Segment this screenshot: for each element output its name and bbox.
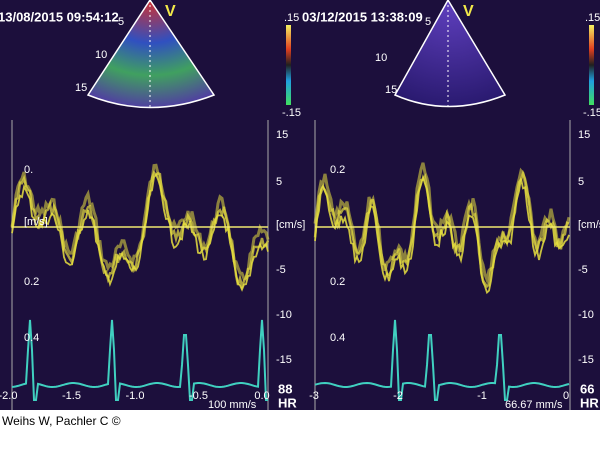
color-bar-label: -.15 bbox=[282, 107, 301, 119]
time-label: -0.5 bbox=[189, 390, 208, 402]
doppler-trace bbox=[10, 170, 270, 291]
depth-label: 10 bbox=[95, 49, 107, 61]
hr-label: HR bbox=[580, 395, 599, 410]
velocity-label: 15 bbox=[578, 129, 590, 141]
view-label: V bbox=[463, 3, 474, 20]
time-label: -2.0 bbox=[0, 390, 17, 402]
timestamp: 13/08/2015 09:54:12 bbox=[0, 9, 119, 24]
velocity-label: 5 bbox=[578, 176, 584, 188]
sweep-speed: 66.67 mm/s bbox=[505, 399, 563, 411]
time-label: -3 bbox=[309, 390, 319, 402]
depth-label: 10 bbox=[375, 52, 387, 64]
velocity-label: -10 bbox=[578, 309, 594, 321]
footer: Weihs W, Pachler C © bbox=[2, 414, 121, 428]
time-label: 0.0 bbox=[254, 390, 269, 402]
velocity-label: [m/s] bbox=[24, 216, 48, 228]
color-bar bbox=[589, 25, 594, 105]
color-bar bbox=[286, 25, 291, 105]
time-label: -1.5 bbox=[62, 390, 81, 402]
time-label: -1.0 bbox=[126, 390, 145, 402]
depth-label: 15 bbox=[385, 84, 397, 96]
depth-label: 5 bbox=[118, 16, 124, 28]
velocity-label: -15 bbox=[276, 354, 292, 366]
ecg-trace bbox=[11, 319, 268, 401]
timestamp: 03/12/2015 13:38:09 bbox=[302, 9, 423, 24]
velocity-label: 15 bbox=[276, 129, 288, 141]
velocity-label: -5 bbox=[578, 264, 588, 276]
color-bar-label: .15 bbox=[585, 12, 600, 24]
velocity-label: -10 bbox=[276, 309, 292, 321]
velocity-label: -5 bbox=[276, 264, 286, 276]
velocity-label: 0.4 bbox=[24, 332, 39, 344]
heart-rate: 66 bbox=[580, 381, 594, 396]
hr-label: HR bbox=[278, 395, 297, 410]
heart-rate: 88 bbox=[278, 381, 292, 396]
ecg-trace bbox=[314, 319, 570, 401]
background bbox=[0, 0, 600, 410]
velocity-label: 0.4 bbox=[330, 332, 345, 344]
doppler-trace bbox=[314, 173, 570, 295]
velocity-label: -15 bbox=[578, 354, 594, 366]
velocity-label: 0.2 bbox=[330, 276, 345, 288]
sweep-speed: 100 mm/s bbox=[208, 399, 257, 411]
velocity-label: [cm/s] bbox=[276, 219, 305, 231]
velocity-label: 0.2 bbox=[24, 276, 39, 288]
sector-image bbox=[393, 0, 507, 108]
velocity-label: [cm/s] bbox=[578, 219, 600, 231]
footer-bg bbox=[0, 410, 600, 470]
velocity-label: 0.2 bbox=[330, 164, 345, 176]
traces bbox=[10, 162, 571, 401]
velocity-label: 5 bbox=[276, 176, 282, 188]
sector-image bbox=[86, 0, 216, 109]
time-label: -2 bbox=[393, 390, 403, 402]
color-bar-label: -.15 bbox=[583, 107, 600, 119]
view-label: V bbox=[165, 3, 176, 20]
color-bar-label: .15 bbox=[284, 12, 299, 24]
velocity-label: 0. bbox=[24, 164, 33, 176]
depth-label: 5 bbox=[425, 16, 431, 28]
time-label: -1 bbox=[477, 390, 487, 402]
depth-label: 15 bbox=[75, 82, 87, 94]
time-label: 0 bbox=[563, 390, 569, 402]
